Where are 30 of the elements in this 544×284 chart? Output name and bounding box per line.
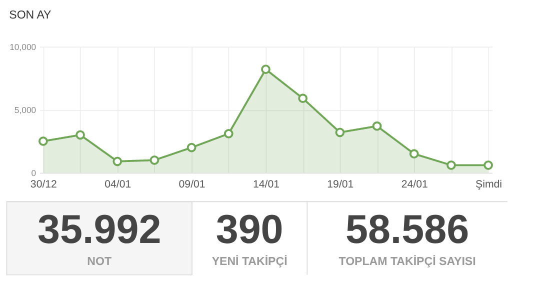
point [150,155,160,165]
point [335,128,345,138]
text: 390 [216,206,284,252]
point [409,149,419,159]
point [298,94,308,104]
x-tick-label: 19/01 [327,178,354,191]
text: YENİ TAKİPÇİ [212,255,288,268]
point [224,128,234,138]
point [186,142,196,152]
chart-title: SON AY [9,10,52,22]
x-tick-label: Şimdi [476,178,502,191]
y-tick-label: 10,000 [10,42,36,52]
y-tick-label: 5,000 [14,105,36,116]
x-tick-label: 09/01 [178,178,206,191]
point [372,121,382,131]
text: NOT [87,256,112,268]
point [76,130,85,140]
point [484,160,493,170]
x-tick-label: 14/01 [252,178,280,191]
point [446,160,456,170]
x-tick-label: 30/12 [30,178,58,191]
x-tick-label: 04/01 [104,178,132,191]
point [261,64,270,74]
point [38,136,48,146]
text: TOPLAM TAKİPÇİ SAYISI [338,255,476,268]
y-tick-label: 0 [31,168,36,178]
point [112,156,122,166]
text: 58.586 [345,206,470,252]
x-tick-label: 24/01 [401,178,428,191]
text: 35.992 [38,206,162,252]
